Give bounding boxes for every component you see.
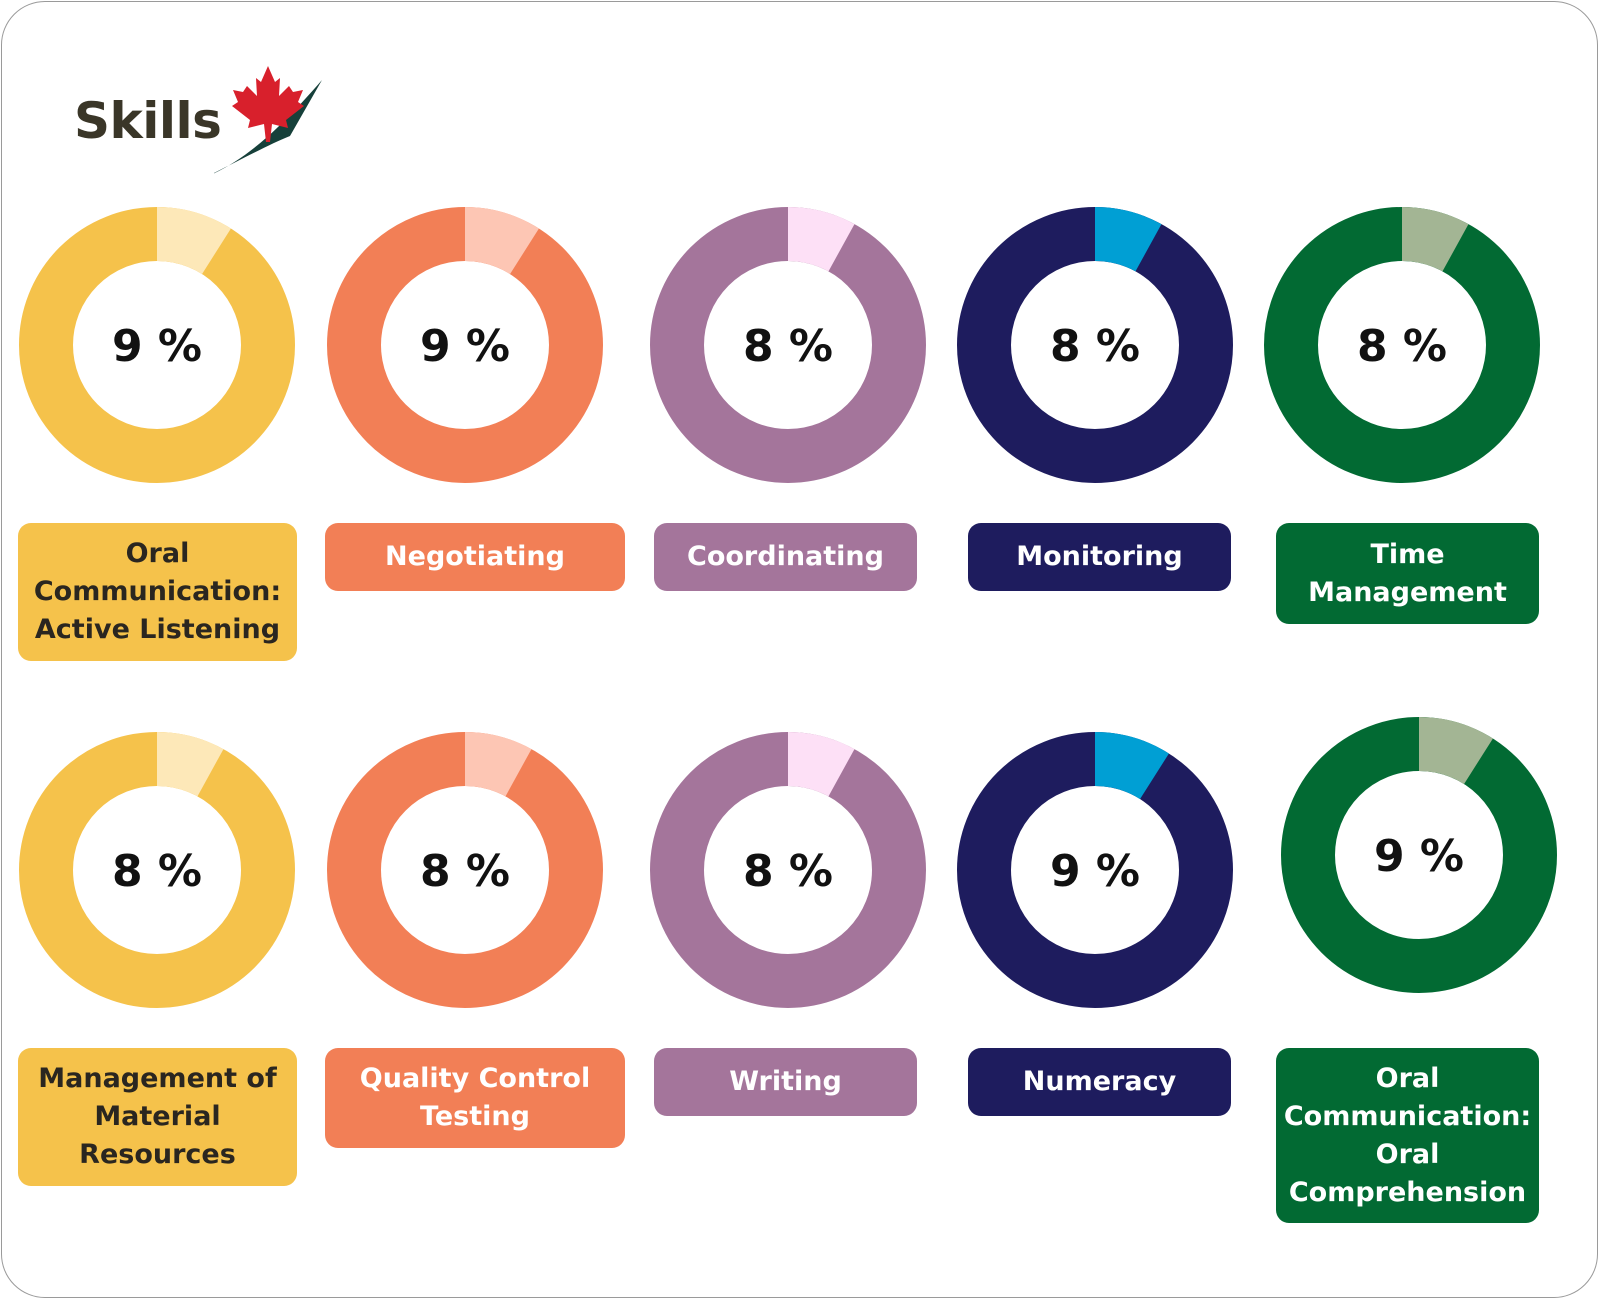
donut-share-slice (1402, 207, 1469, 272)
donut-share-slice (1419, 717, 1493, 785)
donut-share-slice (788, 732, 855, 797)
donut-svg: 9 % (327, 207, 603, 483)
skill-label: Negotiating (325, 523, 625, 591)
donut-svg: 8 % (650, 207, 926, 483)
donut-percent-label: 9 % (112, 321, 202, 372)
donut-chart-6: 8 % (12, 725, 302, 1015)
donut-svg: 9 % (19, 207, 295, 483)
donut-share-slice (465, 732, 532, 797)
donut-share-slice (465, 207, 539, 275)
skill-label: Time Management (1276, 523, 1539, 624)
donut-share-slice (157, 207, 231, 275)
logo-text: Skills (74, 92, 222, 150)
donut-percent-label: 8 % (1050, 321, 1140, 372)
donut-share-slice (157, 732, 224, 797)
donut-svg: 8 % (327, 732, 603, 1008)
skill-label: Oral Communication: Active Listening (18, 523, 297, 661)
donut-chart-7: 8 % (320, 725, 610, 1015)
skill-label: Monitoring (968, 523, 1231, 591)
donut-svg: 8 % (650, 732, 926, 1008)
donut-chart-9: 9 % (950, 725, 1240, 1015)
donut-chart-5: 8 % (1257, 200, 1547, 490)
maple-leaf-swoosh-icon (214, 66, 322, 174)
skill-label: Numeracy (968, 1048, 1231, 1116)
donut-svg: 8 % (1264, 207, 1540, 483)
donut-percent-label: 8 % (743, 846, 833, 897)
donut-share-slice (788, 207, 855, 272)
donut-chart-3: 8 % (643, 200, 933, 490)
donut-chart-1: 9 % (12, 200, 302, 490)
donut-chart-4: 8 % (950, 200, 1240, 490)
donut-svg: 8 % (957, 207, 1233, 483)
donut-svg: 8 % (19, 732, 295, 1008)
donut-percent-label: 9 % (1374, 831, 1464, 882)
donut-svg: 9 % (1281, 717, 1557, 993)
skill-label: Oral Communication: Oral Comprehension (1276, 1048, 1539, 1223)
donut-chart-2: 9 % (320, 200, 610, 490)
skill-label: Quality Control Testing (325, 1048, 625, 1148)
donut-percent-label: 8 % (420, 846, 510, 897)
donut-share-slice (1095, 207, 1162, 272)
donut-percent-label: 9 % (1050, 846, 1140, 897)
donut-chart-10: 9 % (1274, 710, 1564, 1000)
donut-chart-8: 8 % (643, 725, 933, 1015)
donut-percent-label: 8 % (1357, 321, 1447, 372)
donut-percent-label: 8 % (743, 321, 833, 372)
skill-label: Management of Material Resources (18, 1048, 297, 1186)
donut-percent-label: 8 % (112, 846, 202, 897)
skill-label: Coordinating (654, 523, 917, 591)
donut-share-slice (1095, 732, 1169, 800)
donut-percent-label: 9 % (420, 321, 510, 372)
donut-svg: 9 % (957, 732, 1233, 1008)
skill-label: Writing (654, 1048, 917, 1116)
